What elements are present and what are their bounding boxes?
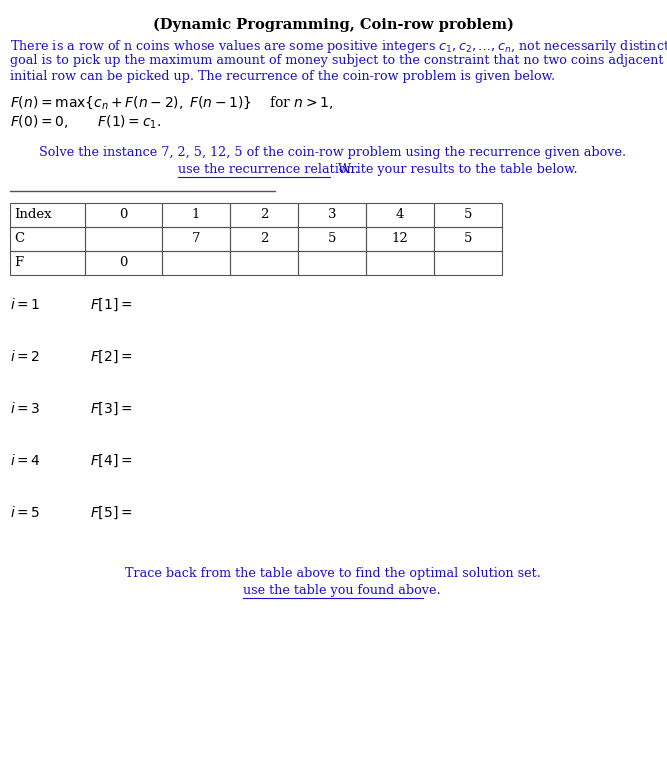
Bar xyxy=(230,227,298,251)
Bar xyxy=(85,203,162,227)
Text: $F[4] =$: $F[4] =$ xyxy=(90,453,133,469)
Text: 7: 7 xyxy=(191,232,200,246)
Bar xyxy=(230,251,298,275)
Text: 4: 4 xyxy=(396,208,404,221)
Text: $F[2] =$: $F[2] =$ xyxy=(90,349,133,365)
Bar xyxy=(10,203,85,227)
Bar xyxy=(85,227,162,251)
Text: $F[5] =$: $F[5] =$ xyxy=(90,505,133,521)
Text: use the recurrence relation.: use the recurrence relation. xyxy=(178,163,359,176)
Bar xyxy=(434,203,502,227)
Text: $i = 5$: $i = 5$ xyxy=(10,505,41,520)
Bar xyxy=(230,203,298,227)
Bar xyxy=(162,203,230,227)
Text: $F[1] =$: $F[1] =$ xyxy=(90,297,133,313)
Text: 1: 1 xyxy=(192,208,200,221)
Bar xyxy=(298,251,366,275)
Bar xyxy=(162,227,230,251)
Text: $F(n) = \max\{c_n + F(n-2),\; F(n-1)\}\quad$ for $n > 1,$: $F(n) = \max\{c_n + F(n-2),\; F(n-1)\}\q… xyxy=(10,94,334,111)
Bar xyxy=(434,227,502,251)
Text: 5: 5 xyxy=(327,232,336,246)
Text: F: F xyxy=(14,256,23,270)
Text: Write your results to the table below.: Write your results to the table below. xyxy=(330,163,578,176)
Bar xyxy=(10,227,85,251)
Text: Solve the instance 7, 2, 5, 12, 5 of the coin-row problem using the recurrence g: Solve the instance 7, 2, 5, 12, 5 of the… xyxy=(39,146,626,159)
Bar xyxy=(10,251,85,275)
Text: 3: 3 xyxy=(327,208,336,221)
Bar xyxy=(366,203,434,227)
Text: 0: 0 xyxy=(119,208,127,221)
Text: initial row can be picked up. The recurrence of the coin-row problem is given be: initial row can be picked up. The recurr… xyxy=(10,70,555,83)
Text: (Dynamic Programming, Coin-row problem): (Dynamic Programming, Coin-row problem) xyxy=(153,18,514,33)
Bar xyxy=(298,227,366,251)
Bar xyxy=(298,203,366,227)
Text: 5: 5 xyxy=(464,232,472,246)
Text: $i = 4$: $i = 4$ xyxy=(10,453,41,468)
Bar xyxy=(366,227,434,251)
Text: C: C xyxy=(14,232,24,246)
Text: Trace back from the table above to find the optimal solution set.: Trace back from the table above to find … xyxy=(125,567,541,580)
Text: $i = 2$: $i = 2$ xyxy=(10,349,40,364)
Text: Index: Index xyxy=(14,208,51,221)
Text: $i = 3$: $i = 3$ xyxy=(10,401,41,416)
Bar xyxy=(162,251,230,275)
Text: goal is to pick up the maximum amount of money subject to the constraint that no: goal is to pick up the maximum amount of… xyxy=(10,54,667,67)
Bar xyxy=(434,251,502,275)
Text: 2: 2 xyxy=(260,232,268,246)
Text: 12: 12 xyxy=(392,232,408,246)
Text: 5: 5 xyxy=(464,208,472,221)
Text: 0: 0 xyxy=(119,256,127,270)
Text: $i = 1$: $i = 1$ xyxy=(10,297,41,312)
Text: There is a row of n coins whose values are some positive integers $c_1, c_2,\ldo: There is a row of n coins whose values a… xyxy=(10,38,667,55)
Text: 2: 2 xyxy=(260,208,268,221)
Bar xyxy=(85,251,162,275)
Text: $F[3] =$: $F[3] =$ xyxy=(90,401,133,417)
Bar xyxy=(366,251,434,275)
Text: $F(0) = 0,\qquad F(1) = c_1.$: $F(0) = 0,\qquad F(1) = c_1.$ xyxy=(10,114,161,131)
Text: use the table you found above.: use the table you found above. xyxy=(243,584,441,597)
